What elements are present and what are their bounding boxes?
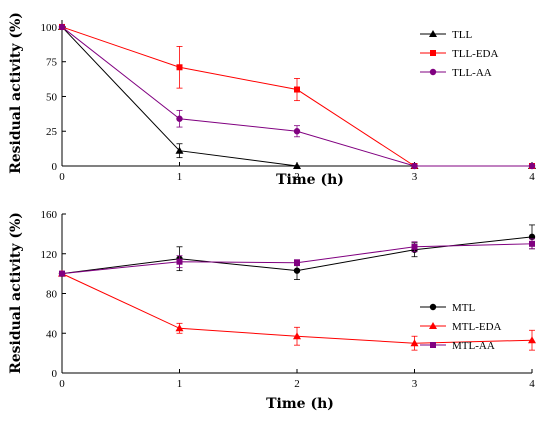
chart-panel-2: 0 40 80 120 160 0 1 2 3 4 Residual activity (%) Tim… — [8, 209, 536, 412]
data-point — [411, 243, 418, 250]
legend-label: MTL — [452, 302, 476, 314]
series-MTL-EDA — [58, 269, 536, 351]
x-tick-label: 2 — [294, 171, 300, 183]
y-axis-title: Residual activity (%) — [8, 212, 24, 374]
chart-panel-1: 0 25 50 75 100 0 1 2 3 4 Residual activity (%) Time… — [8, 12, 536, 188]
x-tick-label: 0 — [59, 378, 65, 390]
data-point — [293, 332, 301, 340]
y-tick-label: 80 — [46, 289, 58, 301]
x-tick-label: 4 — [529, 171, 535, 183]
x-tick-label: 2 — [294, 378, 300, 390]
series-TLL-EDA — [59, 23, 535, 169]
series-TLL-AA — [58, 23, 536, 170]
data-point — [59, 270, 65, 277]
y-tick-label: 0 — [52, 161, 58, 173]
x-tick-label: 3 — [412, 171, 418, 183]
data-point — [411, 162, 418, 170]
data-point — [410, 339, 419, 347]
legend: MTL MTL-EDA MTL-AA — [420, 302, 502, 352]
legend-marker — [429, 68, 437, 76]
data-point — [529, 240, 535, 247]
data-point — [176, 64, 183, 71]
y-tick-label: 40 — [46, 328, 58, 340]
x-axis-title: Time (h) — [266, 396, 334, 412]
x-tick-label: 0 — [59, 171, 65, 183]
y-tick-label: 160 — [41, 209, 58, 221]
data-point — [294, 86, 300, 93]
legend-marker — [429, 322, 437, 329]
data-point — [176, 258, 183, 265]
legend-label: MTL-EDA — [452, 321, 502, 333]
x-tick-label: 1 — [177, 171, 183, 183]
data-point — [293, 267, 301, 274]
data-point — [294, 259, 300, 266]
data-point — [293, 162, 301, 169]
legend-marker — [429, 30, 437, 37]
legend-marker — [430, 342, 436, 348]
y-tick-label: 0 — [52, 368, 58, 380]
x-tick-label: 4 — [529, 378, 535, 390]
data-point — [175, 324, 184, 332]
legend-marker — [429, 303, 437, 311]
legend-label: MTL-AA — [452, 340, 495, 352]
series-MTL-AA — [59, 238, 535, 277]
x-axis-title: Time (h) — [276, 172, 344, 188]
legend-label: TLL — [452, 29, 472, 41]
x-tick-label: 3 — [412, 378, 418, 390]
legend: TLL TLL-EDA TLL-AA — [420, 29, 498, 79]
data-point — [58, 23, 66, 31]
data-point — [528, 162, 536, 170]
legend-label: TLL-AA — [452, 67, 492, 79]
data-point — [176, 115, 183, 122]
y-tick-label: 120 — [41, 249, 58, 261]
legend-marker — [430, 50, 436, 56]
data-point — [175, 146, 184, 154]
data-point — [528, 336, 536, 344]
series-MTL — [58, 224, 536, 280]
y-tick-label: 25 — [46, 126, 58, 138]
data-point — [293, 128, 301, 135]
x-tick-label: 1 — [177, 378, 183, 390]
legend-label: TLL-EDA — [452, 48, 498, 60]
y-axis-title: Residual activity (%) — [8, 12, 24, 174]
y-tick-label: 100 — [41, 22, 58, 34]
y-tick-label: 75 — [46, 57, 58, 69]
y-tick-label: 50 — [46, 91, 58, 103]
